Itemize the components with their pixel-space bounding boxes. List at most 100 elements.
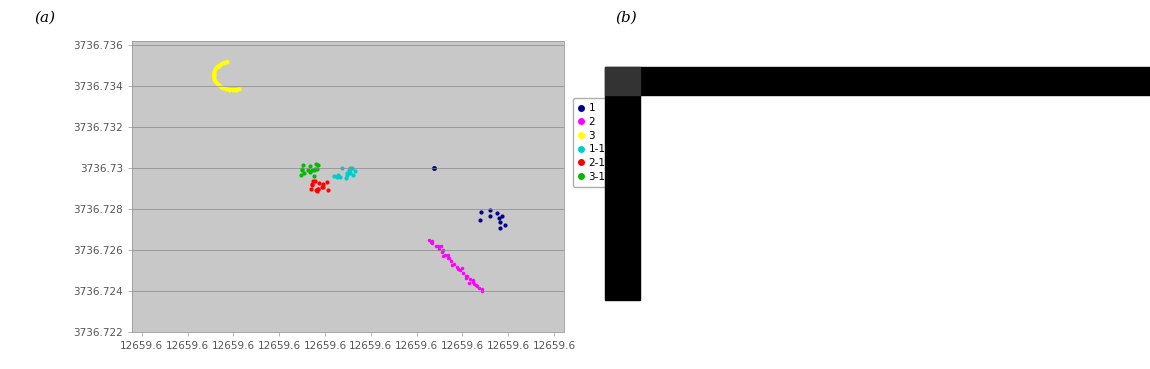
3-1 bbox=[302, 164, 316, 169]
2 bbox=[424, 239, 438, 244]
Legend: 1, 2, 3, 1-1, 2-1, 3-1: 1, 2, 3, 1-1, 2-1, 3-1 bbox=[573, 98, 611, 187]
1 bbox=[473, 218, 486, 223]
3 bbox=[232, 87, 246, 92]
1 bbox=[492, 216, 506, 220]
1-1 bbox=[339, 171, 353, 175]
1-1 bbox=[330, 173, 344, 177]
Line: 2-1: 2-1 bbox=[308, 178, 331, 194]
2 bbox=[457, 271, 470, 275]
2 bbox=[442, 256, 455, 260]
2-1 bbox=[308, 179, 322, 184]
3 bbox=[210, 65, 224, 70]
2 bbox=[429, 244, 443, 248]
2 bbox=[431, 246, 445, 251]
2 bbox=[440, 253, 454, 257]
1-1 bbox=[343, 171, 356, 175]
2-1 bbox=[312, 187, 325, 192]
2 bbox=[445, 263, 459, 267]
3 bbox=[209, 81, 223, 85]
Line: 1: 1 bbox=[477, 208, 508, 231]
2 bbox=[447, 262, 461, 266]
1 bbox=[493, 226, 507, 230]
Text: (b): (b) bbox=[615, 11, 637, 25]
2-1 bbox=[312, 187, 325, 192]
2 bbox=[469, 283, 483, 287]
3-1 bbox=[310, 167, 324, 171]
1-1 bbox=[343, 168, 356, 172]
3 bbox=[220, 87, 233, 91]
Line: 2: 2 bbox=[428, 238, 484, 293]
3 bbox=[212, 83, 225, 87]
2-1 bbox=[306, 178, 320, 183]
2-1 bbox=[321, 188, 335, 193]
1-1 bbox=[345, 166, 359, 171]
2 bbox=[459, 276, 473, 281]
Line: 3: 3 bbox=[210, 59, 242, 93]
1-1 bbox=[330, 175, 344, 180]
2 bbox=[454, 266, 468, 270]
3 bbox=[207, 77, 221, 81]
3 bbox=[207, 69, 221, 74]
2-1 bbox=[316, 182, 330, 186]
2 bbox=[426, 241, 439, 245]
3-1 bbox=[296, 168, 309, 172]
1 bbox=[483, 208, 497, 213]
2 bbox=[444, 259, 458, 263]
2 bbox=[435, 249, 448, 254]
1 bbox=[474, 210, 488, 215]
3 bbox=[212, 63, 225, 68]
3-1 bbox=[305, 168, 319, 172]
1 bbox=[483, 214, 497, 219]
2 bbox=[475, 289, 489, 293]
1-1 bbox=[339, 176, 353, 180]
2-1 bbox=[316, 185, 330, 189]
1 bbox=[498, 223, 512, 227]
2 bbox=[437, 254, 451, 259]
3 bbox=[222, 87, 236, 92]
2 bbox=[451, 266, 465, 271]
1-1 bbox=[348, 169, 362, 173]
2 bbox=[462, 277, 476, 281]
1-1 bbox=[343, 168, 356, 172]
3 bbox=[208, 79, 222, 83]
2 bbox=[467, 282, 481, 286]
3-1 bbox=[304, 170, 317, 174]
2 bbox=[470, 284, 484, 289]
Text: (a): (a) bbox=[34, 11, 55, 25]
Line: 3-1: 3-1 bbox=[298, 162, 321, 179]
3-1 bbox=[308, 166, 322, 171]
2 bbox=[462, 281, 476, 285]
2-1 bbox=[315, 184, 329, 189]
2-1 bbox=[305, 183, 319, 187]
3 bbox=[229, 87, 243, 92]
1 bbox=[494, 214, 508, 218]
2 bbox=[453, 268, 467, 272]
2 bbox=[460, 274, 474, 278]
3-1 bbox=[296, 167, 309, 171]
3 bbox=[208, 67, 222, 72]
3 bbox=[214, 85, 228, 89]
3 bbox=[207, 72, 221, 76]
Line: 1-1: 1-1 bbox=[331, 165, 359, 181]
1-1 bbox=[343, 165, 356, 170]
3 bbox=[214, 62, 228, 66]
3-1 bbox=[312, 162, 325, 167]
2-1 bbox=[310, 189, 324, 193]
2 bbox=[438, 253, 452, 257]
2 bbox=[423, 240, 437, 244]
2-1 bbox=[313, 181, 327, 185]
2 bbox=[466, 277, 480, 282]
3 bbox=[220, 60, 233, 64]
2 bbox=[466, 280, 480, 284]
1-1 bbox=[328, 174, 342, 178]
1-1 bbox=[336, 166, 350, 170]
1 bbox=[492, 220, 506, 224]
3 bbox=[217, 61, 231, 65]
3-1 bbox=[307, 168, 321, 172]
2 bbox=[442, 256, 455, 261]
2 bbox=[434, 244, 447, 248]
2-1 bbox=[309, 188, 323, 192]
1-1 bbox=[332, 175, 346, 179]
2-1 bbox=[306, 182, 320, 186]
2 bbox=[475, 286, 489, 291]
